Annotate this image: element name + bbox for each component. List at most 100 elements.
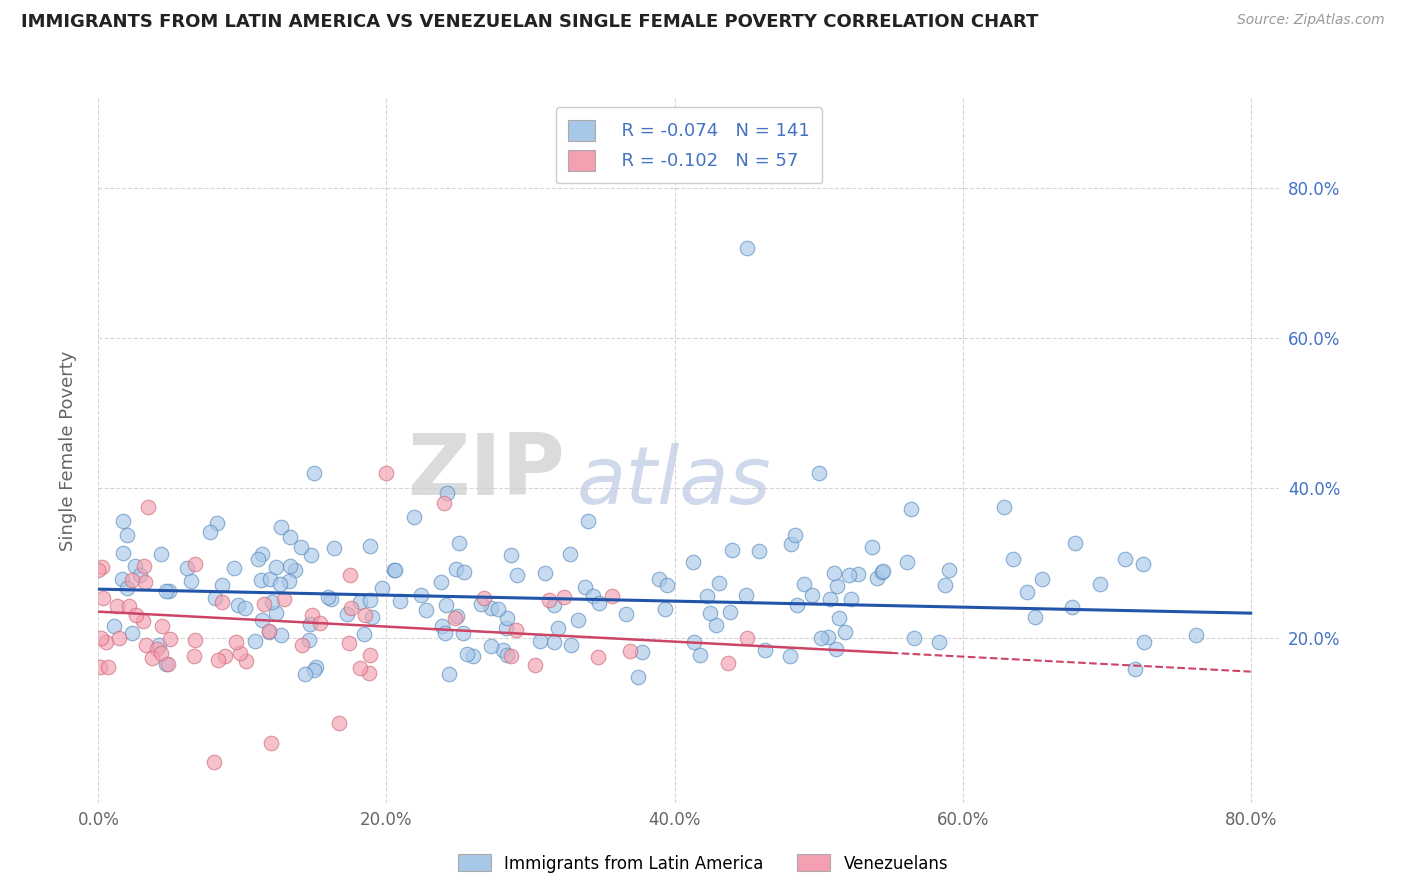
Point xyxy=(316,590,339,604)
Point xyxy=(270,628,292,642)
Point xyxy=(202,755,225,769)
Point xyxy=(354,608,377,623)
Text: IMMIGRANTS FROM LATIN AMERICA VS VENEZUELAN SINGLE FEMALE POVERTY CORRELATION CH: IMMIGRANTS FROM LATIN AMERICA VS VENEZUE… xyxy=(21,13,1039,31)
Point xyxy=(430,575,453,590)
Point xyxy=(682,634,704,648)
Point xyxy=(250,573,273,587)
Point xyxy=(486,602,509,616)
Point xyxy=(264,559,287,574)
Point xyxy=(529,633,551,648)
Point xyxy=(447,536,470,550)
Point xyxy=(103,619,125,633)
Point xyxy=(453,565,475,579)
Point xyxy=(993,500,1015,514)
Point xyxy=(148,638,170,652)
Point xyxy=(619,644,641,658)
Point xyxy=(524,658,547,673)
Point xyxy=(472,591,495,605)
Point xyxy=(371,581,394,595)
Point xyxy=(689,648,711,663)
Point xyxy=(111,572,134,586)
Point xyxy=(105,599,128,614)
Point xyxy=(299,548,322,562)
Point xyxy=(278,558,301,573)
Point xyxy=(129,568,152,582)
Point xyxy=(600,589,623,603)
Point xyxy=(699,607,721,621)
Point xyxy=(1185,628,1208,642)
Point xyxy=(817,630,839,644)
Point xyxy=(150,646,173,660)
Point xyxy=(183,649,205,664)
Point xyxy=(229,646,252,660)
Point xyxy=(1015,585,1038,599)
Point xyxy=(614,607,637,621)
Text: Source: ZipAtlas.com: Source: ZipAtlas.com xyxy=(1237,13,1385,28)
Point xyxy=(707,576,730,591)
Point xyxy=(90,560,112,574)
Point xyxy=(134,574,156,589)
Point xyxy=(184,557,207,571)
Point xyxy=(436,486,458,500)
Point xyxy=(250,547,273,561)
Point xyxy=(630,645,652,659)
Point xyxy=(779,537,801,551)
Point xyxy=(479,600,502,615)
Point xyxy=(928,635,950,649)
Point xyxy=(87,563,110,577)
Point xyxy=(558,548,581,562)
Point xyxy=(339,601,361,615)
Point xyxy=(647,572,669,586)
Point xyxy=(359,593,381,607)
Point xyxy=(443,610,465,624)
Point xyxy=(308,615,330,630)
Point xyxy=(118,599,141,614)
Point xyxy=(301,608,323,623)
Point xyxy=(433,496,456,510)
Point xyxy=(866,571,889,585)
Point xyxy=(135,638,157,652)
Point xyxy=(389,594,412,608)
Point xyxy=(294,666,316,681)
Point xyxy=(495,621,517,635)
Point xyxy=(360,610,382,624)
Point xyxy=(269,576,291,591)
Point xyxy=(496,648,519,662)
Point xyxy=(810,632,832,646)
Point xyxy=(1002,551,1025,566)
Point xyxy=(793,577,815,591)
Point xyxy=(207,653,229,667)
Point xyxy=(124,607,146,622)
Point xyxy=(349,595,371,609)
Point xyxy=(243,634,266,648)
Point xyxy=(1132,557,1154,571)
Point xyxy=(183,632,205,647)
Point xyxy=(359,648,381,662)
Point xyxy=(704,618,727,632)
Point xyxy=(499,649,522,664)
Point xyxy=(534,566,557,580)
Point xyxy=(382,563,405,577)
Point xyxy=(581,589,603,603)
Point xyxy=(696,589,718,603)
Point xyxy=(505,623,527,637)
Point xyxy=(138,500,160,514)
Point xyxy=(506,567,529,582)
Point xyxy=(349,661,371,675)
Point xyxy=(560,638,582,652)
Point xyxy=(682,555,704,569)
Point xyxy=(291,638,314,652)
Point xyxy=(250,613,273,627)
Point xyxy=(735,588,758,602)
Point xyxy=(754,643,776,657)
Legend:   R = -0.074   N = 141,   R = -0.102   N = 57: R = -0.074 N = 141, R = -0.102 N = 57 xyxy=(555,107,823,183)
Point xyxy=(1088,577,1111,591)
Point xyxy=(124,558,146,573)
Point xyxy=(825,579,848,593)
Point xyxy=(657,578,679,592)
Point xyxy=(277,574,299,588)
Point xyxy=(537,592,560,607)
Point xyxy=(785,528,807,542)
Point xyxy=(444,562,467,576)
Point xyxy=(934,578,956,592)
